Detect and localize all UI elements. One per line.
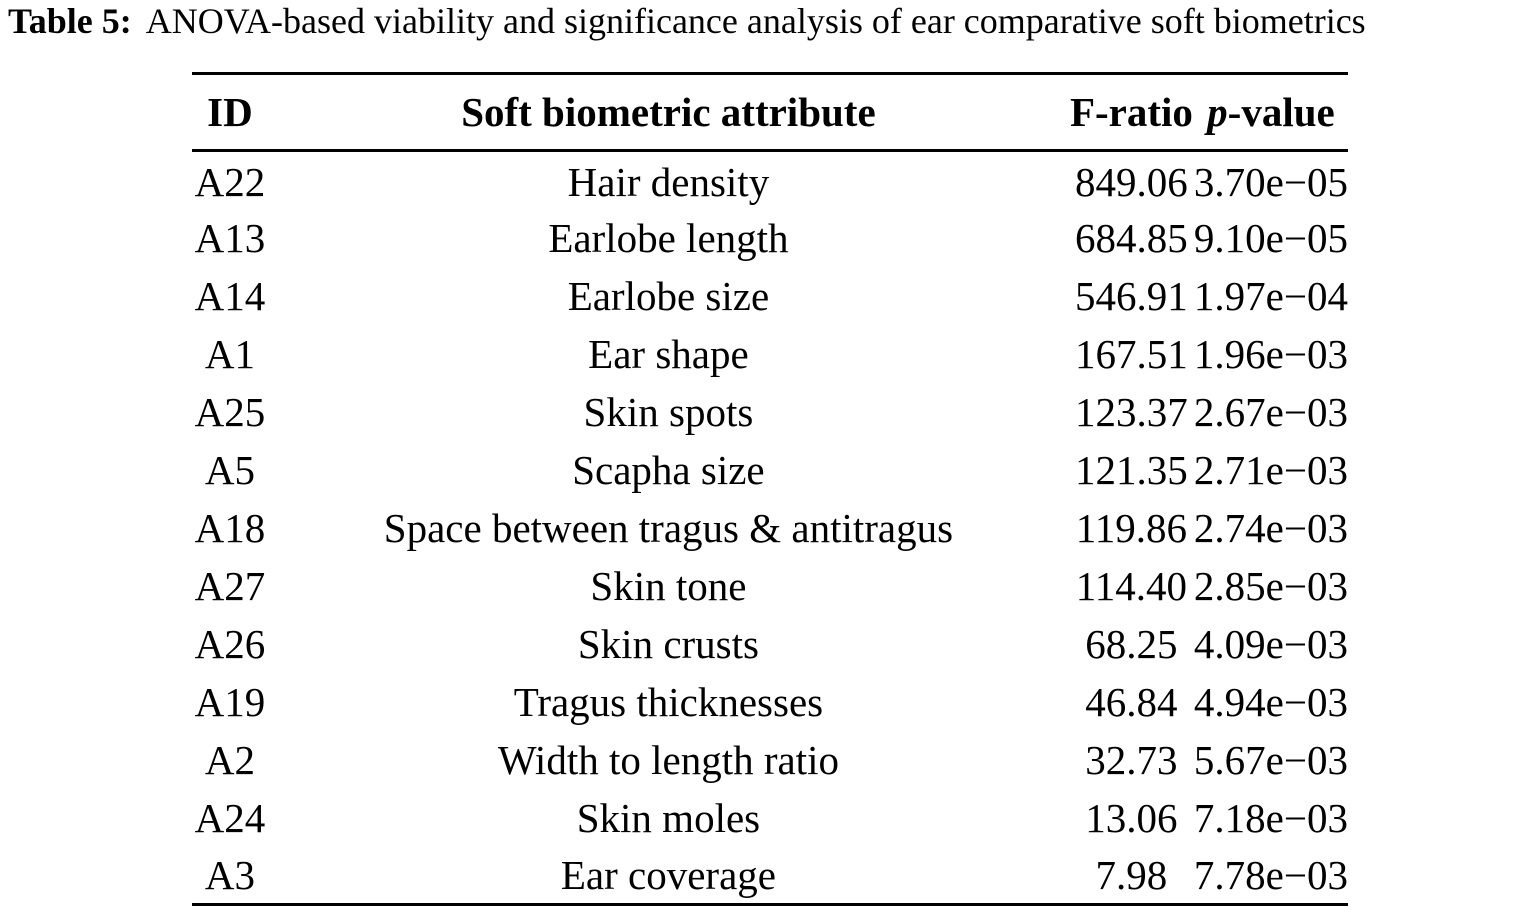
table-row: A27 Skin tone 114.40 2.85e−03 (192, 557, 1348, 615)
table-caption-text: ANOVA-based viability and significance a… (145, 1, 1366, 41)
table-row: A18 Space between tragus & antitragus 119.… (192, 499, 1348, 557)
table-row: A25 Skin spots 123.37 2.67e−03 (192, 383, 1348, 441)
cell-p-value: 1.96e−03 (1193, 330, 1348, 377)
cell-f-ratio: 121.35 (1075, 446, 1188, 493)
table-row: A14 Earlobe size 546.91 1.97e−04 (192, 267, 1348, 325)
table-row: A13 Earlobe length 684.85 9.10e−05 (192, 209, 1348, 267)
cell-id: A18 (194, 504, 266, 551)
cell-attribute: Scapha size (572, 446, 765, 493)
cell-attribute: Earlobe length (548, 214, 789, 261)
header-id: ID (207, 89, 253, 135)
table-row: A19 Tragus thicknesses 46.84 4.94e−03 (192, 673, 1348, 731)
cell-f-ratio: 32.73 (1085, 736, 1178, 783)
cell-attribute: Skin crusts (577, 620, 759, 667)
cell-f-ratio: 684.85 (1075, 214, 1188, 261)
cell-id: A1 (204, 330, 256, 377)
cell-p-value: 9.10e−05 (1193, 214, 1348, 261)
cell-f-ratio: 849.06 (1075, 159, 1188, 206)
cell-id: A13 (194, 214, 266, 261)
header-p-value-rest: -value (1227, 89, 1335, 135)
cell-attribute: Ear coverage (560, 851, 776, 898)
cell-attribute: Skin moles (576, 794, 761, 841)
cell-attribute: Skin tone (590, 562, 747, 609)
table-row: A26 Skin crusts 68.25 4.09e−03 (192, 615, 1348, 673)
cell-p-value: 7.78e−03 (1193, 851, 1348, 898)
cell-attribute: Hair density (567, 159, 770, 206)
cell-id: A25 (194, 388, 266, 435)
cell-id: A22 (194, 159, 266, 206)
cell-id: A19 (194, 678, 266, 725)
cell-f-ratio: 167.51 (1075, 330, 1188, 377)
cell-p-value: 4.09e−03 (1193, 620, 1348, 667)
cell-attribute: Tragus thicknesses (513, 678, 824, 725)
anova-table: ID Soft biometric attribute F-ratio p-va… (192, 72, 1348, 906)
header-f-ratio: F-ratio (1069, 89, 1193, 135)
cell-id: A3 (204, 851, 256, 898)
cell-p-value: 2.71e−03 (1193, 446, 1348, 493)
table-row: A1 Ear shape 167.51 1.96e−03 (192, 325, 1348, 383)
cell-attribute: Ear shape (588, 330, 749, 377)
cell-f-ratio: 68.25 (1085, 620, 1178, 667)
cell-p-value: 7.18e−03 (1193, 794, 1348, 841)
header-row: ID Soft biometric attribute F-ratio p-va… (192, 73, 1348, 151)
cell-p-value: 2.74e−03 (1193, 504, 1348, 551)
table-row: A3 Ear coverage 7.98 7.78e−03 (192, 847, 1348, 905)
header-p-value: p-value (1194, 74, 1348, 151)
cell-id: A27 (194, 562, 266, 609)
table-row: A2 Width to length ratio 32.73 5.67e−03 (192, 731, 1348, 789)
cell-p-value: 4.94e−03 (1193, 678, 1348, 725)
cell-id: A2 (204, 736, 256, 783)
cell-attribute: Space between tragus & antitragus (383, 504, 954, 551)
cell-f-ratio: 546.91 (1075, 272, 1188, 319)
cell-attribute: Earlobe size (567, 272, 770, 319)
table-row: A24 Skin moles 13.06 7.18e−03 (192, 789, 1348, 847)
cell-attribute: Width to length ratio (497, 736, 839, 783)
cell-p-value: 2.85e−03 (1193, 562, 1348, 609)
header-attribute: Soft biometric attribute (461, 89, 876, 135)
cell-f-ratio: 13.06 (1085, 794, 1178, 841)
cell-f-ratio: 114.40 (1075, 562, 1188, 609)
table-body: A22 Hair density 849.06 3.70e−05 A13 Earlobe … (192, 151, 1348, 905)
cell-id: A26 (194, 620, 266, 667)
cell-f-ratio: 7.98 (1095, 851, 1168, 898)
cell-p-value: 1.97e−04 (1193, 272, 1348, 319)
table-caption-label: Table 5: (8, 1, 132, 41)
table-header: ID Soft biometric attribute F-ratio p-va… (192, 73, 1348, 151)
cell-id: A24 (194, 794, 266, 841)
cell-p-value: 5.67e−03 (1193, 736, 1348, 783)
cell-f-ratio: 123.37 (1075, 388, 1188, 435)
table-row: A5 Scapha size 121.35 2.71e−03 (192, 441, 1348, 499)
table-row: A22 Hair density 849.06 3.70e−05 (192, 151, 1348, 209)
cell-attribute: Skin spots (583, 388, 754, 435)
cell-p-value: 3.70e−05 (1193, 159, 1348, 206)
cell-id: A14 (194, 272, 266, 319)
cell-f-ratio: 46.84 (1085, 678, 1178, 725)
cell-id: A5 (204, 446, 256, 493)
cell-f-ratio: 119.86 (1075, 504, 1188, 551)
header-p-value-italic: p (1207, 89, 1228, 135)
cell-p-value: 2.67e−03 (1193, 388, 1348, 435)
table-caption: Table 5: ANOVA-based viability and signif… (8, 0, 1533, 42)
